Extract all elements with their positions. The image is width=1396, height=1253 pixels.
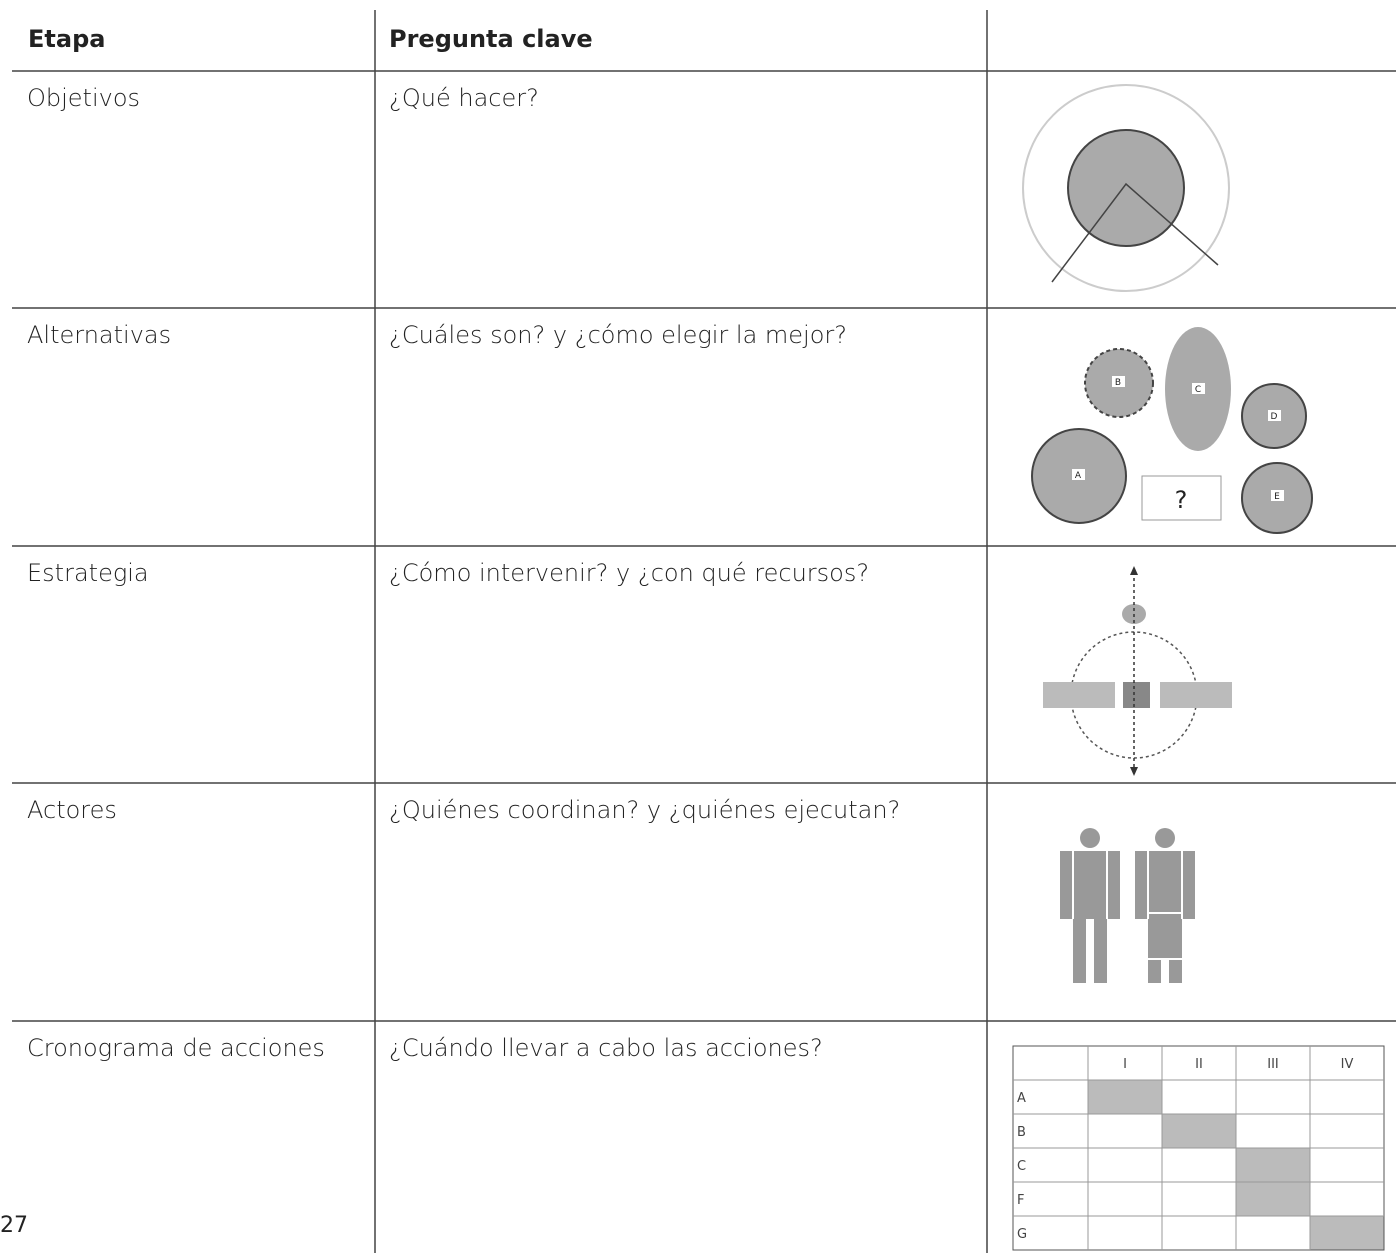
stage-cell: Cronograma de acciones bbox=[27, 1034, 325, 1062]
header-cell: Pregunta clave bbox=[389, 25, 593, 53]
alt-label: E bbox=[1274, 492, 1280, 502]
alt-label: D bbox=[1271, 412, 1278, 422]
schedule-row: G bbox=[1017, 1227, 1027, 1242]
table-lines bbox=[12, 10, 1396, 1253]
strategy-icon bbox=[1043, 566, 1232, 776]
alt-label: B bbox=[1115, 378, 1121, 388]
table-rows: Objetivos ¿Qué hacer? Alternativas ¿Cuáles … bbox=[27, 84, 900, 1062]
stage-cell: Estrategia bbox=[27, 559, 149, 587]
question-cell: ¿Qué hacer? bbox=[389, 84, 539, 112]
header-cell: Etapa bbox=[28, 25, 105, 53]
schedule-column: III bbox=[1267, 1057, 1279, 1072]
stage-cell: Actores bbox=[27, 796, 117, 824]
objectives-icon bbox=[1022, 84, 1230, 292]
alternatives-icon: B C D A E ? bbox=[1031, 327, 1313, 534]
question-cell: ¿Cuándo llevar a cabo las acciones? bbox=[389, 1034, 823, 1062]
question-cell: ¿Cómo intervenir? y ¿con qué recursos? bbox=[389, 559, 869, 587]
schedule-column: IV bbox=[1341, 1057, 1354, 1072]
schedule-row: B bbox=[1017, 1125, 1026, 1140]
alt-label: C bbox=[1195, 385, 1201, 395]
page-number: 27 bbox=[0, 1213, 28, 1238]
stage-cell: Objetivos bbox=[27, 84, 140, 112]
schedule-row: A bbox=[1017, 1091, 1026, 1106]
actors-icon bbox=[1060, 828, 1195, 983]
schedule-column: I bbox=[1123, 1057, 1127, 1072]
schedule-row: C bbox=[1017, 1159, 1026, 1174]
question-mark: ? bbox=[1175, 486, 1188, 514]
question-cell: ¿Quiénes coordinan? y ¿quiénes ejecutan? bbox=[389, 796, 900, 824]
stage-cell: Alternativas bbox=[27, 321, 171, 349]
schedule-row: F bbox=[1017, 1193, 1024, 1208]
schedule-column: II bbox=[1195, 1057, 1203, 1072]
question-cell: ¿Cuáles son? y ¿cómo elegir la mejor? bbox=[389, 321, 847, 349]
alt-label: A bbox=[1075, 471, 1082, 481]
